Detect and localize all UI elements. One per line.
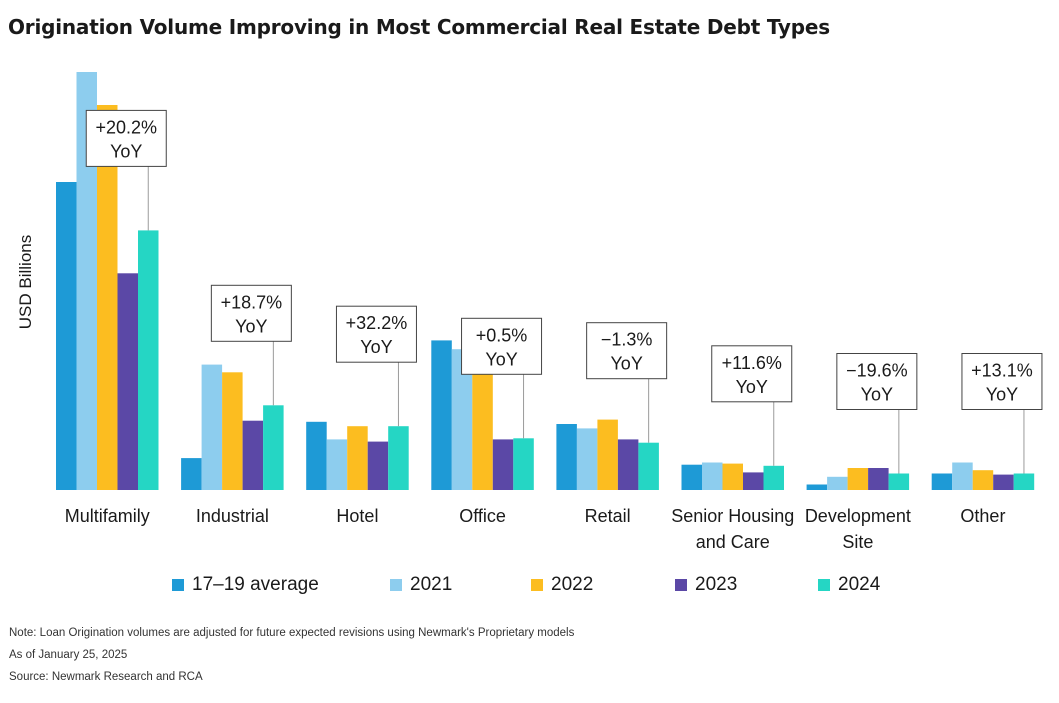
bar-5-1 (702, 462, 723, 490)
bar-6-2 (847, 468, 869, 490)
category-label: Development (805, 506, 911, 526)
legend-item: 2022 (531, 574, 593, 596)
annotation-yoy: YoY (986, 385, 1018, 405)
chart-legend: 17–19 average 2021 2022 2023 2024 (0, 574, 1059, 600)
legend-swatch (172, 579, 184, 591)
legend-item: 2024 (818, 574, 880, 596)
as-of-date: As of January 25, 2025 (9, 649, 128, 661)
category-label: Other (960, 506, 1005, 526)
bar-7-4 (1013, 473, 1035, 490)
category-label: Hotel (336, 506, 378, 526)
annotation-yoy: YoY (861, 385, 893, 405)
bar-3-0 (431, 340, 452, 490)
annotation-box (461, 317, 543, 375)
bar-0-1 (76, 72, 97, 490)
annotation-box (711, 345, 793, 403)
bar-2-2 (347, 426, 368, 490)
bar-7-0 (931, 473, 953, 490)
legend-label: 2022 (551, 574, 594, 595)
annotation-percent: +13.1% (971, 361, 1033, 381)
category-label: Office (459, 506, 506, 526)
annotation-box (335, 305, 417, 363)
bar-2-0 (306, 421, 327, 490)
bar-1-0 (181, 458, 202, 490)
annotation-box (836, 353, 918, 410)
category-label: and Care (696, 532, 770, 552)
bar-5-4 (763, 465, 784, 490)
annotation-yoy: YoY (610, 354, 642, 374)
category-label: Site (842, 532, 873, 552)
annotation-box (210, 284, 292, 342)
bar-0-0 (56, 182, 77, 490)
category-label: Retail (585, 506, 631, 526)
bar-5-2 (722, 463, 743, 490)
category-label: Industrial (196, 506, 269, 526)
bar-1-4 (263, 405, 284, 490)
legend-label: 17–19 average (192, 574, 319, 595)
bar-2-3 (367, 441, 389, 490)
bar-4-3 (617, 439, 639, 490)
legend-swatch (531, 579, 543, 591)
annotation-box (961, 353, 1043, 410)
chart-title: Origination Volume Improving in Most Com… (8, 15, 830, 39)
annotation-yoy: YoY (110, 141, 142, 161)
legend-label: 2023 (695, 574, 738, 595)
bar-6-4 (888, 473, 910, 490)
annotation-box (586, 322, 668, 380)
annotation-yoy: YoY (736, 377, 768, 397)
bar-5-0 (681, 464, 702, 490)
annotation-percent: +20.2% (95, 117, 157, 137)
bar-3-4 (513, 438, 534, 490)
annotation-percent: +0.5% (476, 325, 528, 345)
annotation-percent: +18.7% (221, 292, 283, 312)
annotation-percent: −19.6% (846, 361, 908, 381)
bar-6-1 (827, 476, 848, 490)
bar-7-1 (952, 462, 973, 490)
bar-1-3 (242, 420, 264, 490)
bar-1-2 (222, 372, 243, 490)
bar-0-4 (138, 230, 159, 490)
legend-label: 2021 (410, 574, 453, 595)
source-text: Source: Newmark Research and RCA (9, 671, 203, 683)
bar-6-3 (868, 468, 889, 490)
legend-item: 2023 (675, 574, 737, 596)
bar-4-0 (556, 424, 577, 490)
bar-3-2 (472, 360, 493, 490)
annotation-percent: +11.6% (722, 353, 782, 373)
category-label: Senior Housing (671, 506, 794, 526)
legend-label: 2024 (838, 574, 881, 595)
bar-1-1 (201, 364, 223, 490)
bar-2-1 (326, 439, 348, 490)
bar-4-2 (597, 419, 618, 490)
legend-item: 2021 (390, 574, 452, 596)
bar-4-1 (576, 428, 598, 490)
legend-item: 17–19 average (172, 574, 319, 596)
annotation-percent: +32.2% (346, 313, 408, 333)
bar-7-2 (972, 470, 994, 490)
bar-3-3 (492, 439, 514, 490)
annotation-yoy: YoY (360, 337, 392, 357)
bar-0-3 (117, 273, 138, 490)
bar-2-4 (388, 426, 409, 490)
bar-chart: Multifamily +20.2% YoY Industrial +18.7% YoY H… (56, 72, 1043, 552)
bar-3-1 (451, 349, 473, 490)
annotation-percent: −1.3% (601, 330, 653, 350)
category-label: Multifamily (65, 506, 150, 526)
annotation-box (85, 109, 167, 167)
legend-swatch (818, 579, 830, 591)
bar-5-3 (743, 472, 764, 490)
bar-0-2 (97, 105, 118, 490)
annotation-yoy: YoY (235, 316, 267, 336)
legend-swatch (675, 579, 687, 591)
note-text: Note: Loan Origination volumes are adjus… (9, 627, 575, 639)
bar-6-0 (806, 484, 828, 490)
bar-7-3 (993, 474, 1014, 490)
annotation-yoy: YoY (485, 349, 517, 369)
legend-swatch (390, 579, 402, 591)
bar-4-4 (638, 442, 659, 490)
